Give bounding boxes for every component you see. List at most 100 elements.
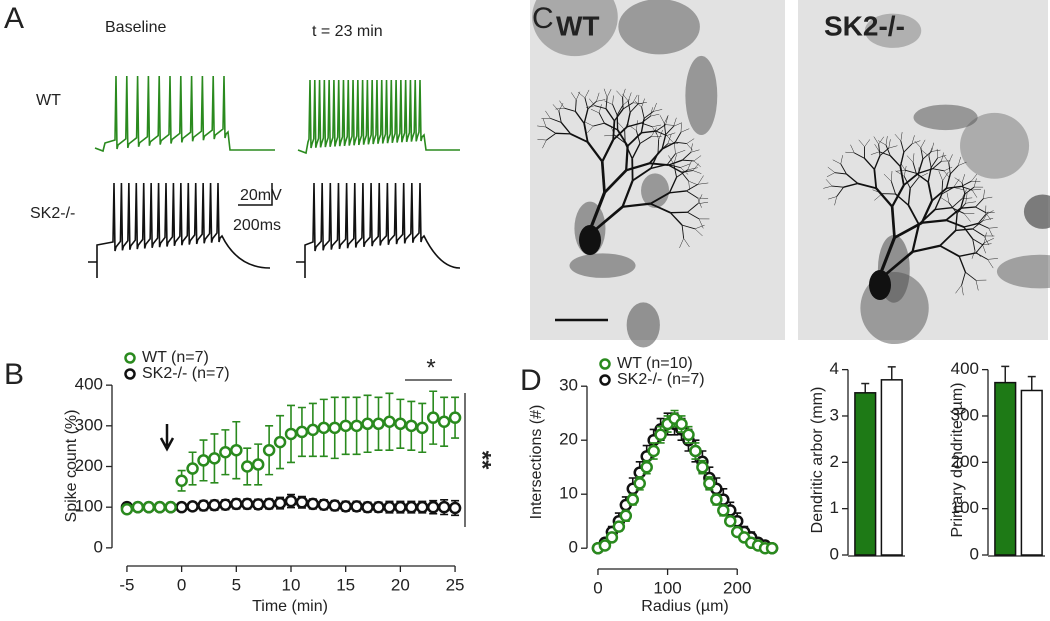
point	[317, 421, 331, 435]
dendrite	[665, 124, 675, 126]
point	[598, 539, 612, 552]
point	[208, 452, 221, 465]
y-tick-label: 1	[830, 498, 839, 517]
point	[230, 497, 243, 511]
dendrite	[941, 152, 944, 162]
dendrite	[585, 121, 594, 127]
dendrite	[895, 193, 909, 206]
dendrite	[651, 127, 657, 137]
dendrite	[945, 207, 962, 221]
dendrite	[681, 225, 685, 239]
point	[448, 501, 462, 515]
stain-blob	[864, 13, 922, 48]
dendrite	[558, 111, 562, 123]
dendrite	[661, 134, 667, 150]
dendrite	[668, 159, 683, 166]
point	[197, 499, 210, 512]
y-tick-label: 20	[559, 430, 578, 449]
dendrite	[873, 169, 878, 189]
point	[350, 500, 363, 513]
traces	[88, 75, 461, 278]
dendrite	[938, 170, 943, 181]
dendrite	[889, 155, 901, 168]
dendrite	[665, 126, 674, 136]
dendrite	[673, 164, 678, 178]
dendrite	[624, 142, 633, 159]
dendrite	[626, 122, 642, 128]
dendrite	[900, 132, 903, 142]
dendrite	[585, 105, 595, 108]
point	[241, 497, 254, 511]
dendrite	[951, 198, 963, 209]
point	[448, 411, 462, 424]
point	[717, 504, 730, 517]
dendrite	[605, 108, 615, 122]
dendrite	[911, 135, 915, 144]
x-tick-label: 20	[391, 575, 410, 594]
dendrite	[637, 102, 647, 105]
dendrite	[690, 143, 693, 153]
dendrite	[542, 139, 547, 149]
micrographs: WT SK2-/-	[530, 0, 1050, 348]
dendrite	[558, 103, 564, 112]
point	[437, 500, 451, 514]
dendrite	[977, 214, 986, 224]
trace-label: SK2-/-	[30, 205, 75, 222]
stain-blob	[960, 112, 1030, 179]
dendrite	[873, 136, 879, 145]
dendrite	[983, 235, 990, 246]
point	[383, 415, 396, 428]
dendrite	[560, 121, 572, 135]
dendrite	[697, 194, 703, 204]
dendrite	[958, 256, 967, 273]
dendrite	[878, 136, 884, 145]
dendrite	[639, 136, 652, 144]
dendrite	[664, 115, 669, 124]
dendrite	[680, 167, 689, 175]
dendrite	[594, 105, 607, 110]
dendrite	[635, 130, 641, 144]
point	[682, 428, 695, 442]
point	[186, 500, 199, 513]
dendrite	[972, 238, 983, 246]
dendrite	[984, 238, 994, 243]
point	[426, 411, 440, 424]
dendrite	[537, 125, 547, 128]
dendrite	[948, 162, 951, 175]
dendrite	[601, 139, 615, 163]
point	[437, 415, 451, 428]
dendrite	[884, 250, 914, 277]
dendrite	[983, 189, 985, 199]
dendrite	[596, 99, 606, 102]
dendrite	[697, 197, 702, 208]
dendrite	[928, 147, 933, 157]
dendrite	[826, 172, 836, 177]
dendrite	[604, 100, 613, 105]
dendrite	[878, 140, 887, 146]
dendrite	[659, 115, 665, 124]
dendrite	[694, 224, 705, 230]
dendrite	[906, 155, 914, 163]
dendrite	[972, 228, 985, 237]
dendrite	[943, 155, 949, 163]
scale-label: 200ms	[233, 217, 281, 234]
dendrite	[673, 117, 677, 127]
dendrite	[694, 228, 703, 237]
dendrite	[960, 193, 966, 209]
dendrite	[546, 132, 557, 141]
dendrite	[622, 93, 629, 102]
dendrite	[686, 190, 698, 199]
y-tick-label: 3	[830, 405, 839, 424]
dendrite	[873, 155, 881, 170]
point	[339, 500, 352, 513]
dendrite	[907, 188, 911, 206]
dendrite	[903, 143, 913, 153]
y-tick-label: 4	[830, 359, 839, 378]
dendrite	[675, 141, 687, 145]
stain-blob	[626, 302, 660, 348]
dendrite	[874, 144, 880, 152]
point	[284, 494, 298, 508]
dendrite	[692, 163, 699, 171]
dendrite	[605, 97, 608, 109]
dendrite	[666, 132, 676, 136]
